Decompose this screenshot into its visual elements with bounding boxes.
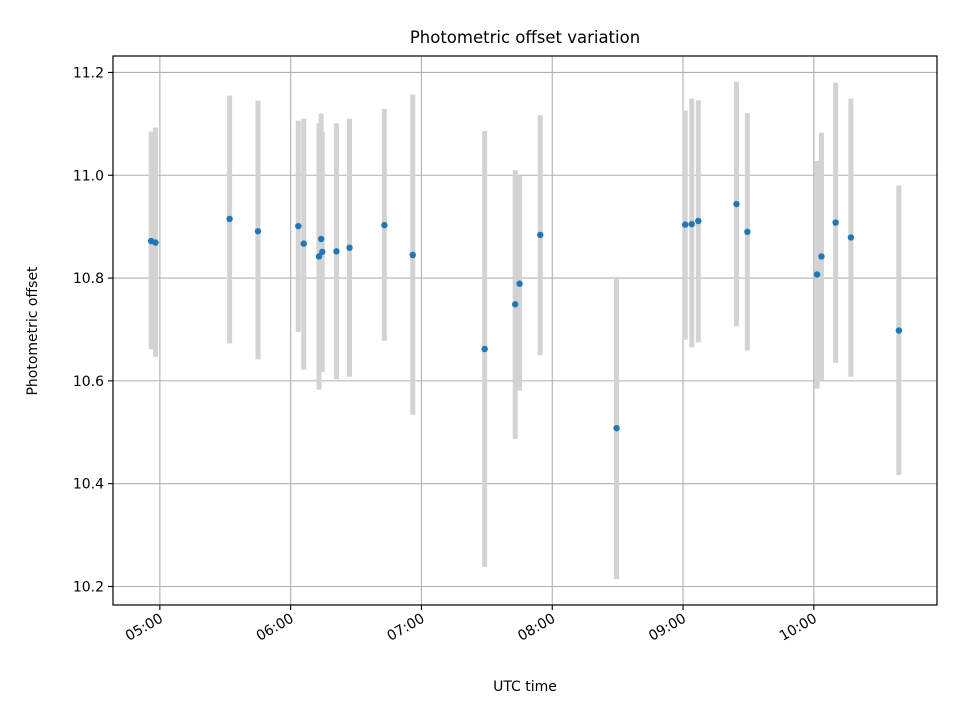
data-point [688,220,695,228]
data-point [832,219,839,226]
data-point [511,301,519,308]
data-point [847,234,855,241]
data-point [346,244,353,251]
data-point [613,424,620,432]
data-point [226,215,233,223]
y-tick-label: 11.2 [73,65,104,81]
y-tick-label: 10.6 [73,374,104,390]
data-point [315,253,323,260]
data-point [516,280,523,287]
data-point [333,248,340,255]
data-point [381,221,388,229]
grid [113,56,937,605]
data-point [409,251,416,259]
y-tick-label: 10.4 [73,477,104,493]
data-point [744,228,751,236]
data-point [152,239,159,246]
y-axis: 10.2 10.4 10.6 10.8 11.0 11.2 [73,65,113,595]
y-axis-label: Photometric offset [25,266,41,396]
data-point [295,222,302,230]
data-point [317,235,325,243]
data-point [818,253,825,260]
data-points [147,200,903,432]
data-point [813,271,821,278]
x-axis-label: UTC time [493,679,557,695]
data-point [481,345,488,353]
data-point [254,228,262,235]
data-point [695,217,702,225]
data-point [300,240,307,247]
y-tick-label: 10.2 [73,579,104,595]
data-point [733,200,740,208]
data-point [682,221,689,228]
chart-title: Photometric offset variation [410,28,640,47]
data-point [895,327,903,334]
y-tick-label: 11.0 [73,168,104,184]
y-tick-label: 10.8 [73,271,104,287]
plot-frame [112,55,938,606]
data-point [537,231,544,239]
data-point [319,248,326,256]
